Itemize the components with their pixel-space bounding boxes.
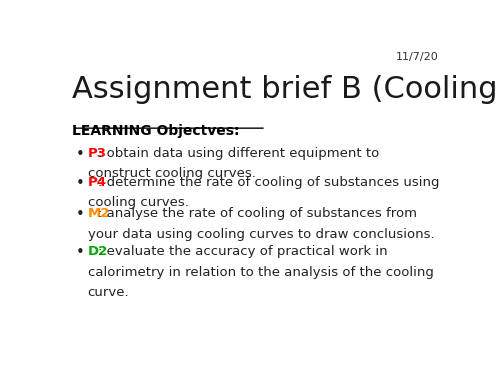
Text: curve.: curve. [88,286,130,299]
Text: : determine the rate of cooling of substances using: : determine the rate of cooling of subst… [98,176,440,189]
Text: Assignment brief B (Cooling curves): Assignment brief B (Cooling curves) [72,75,500,104]
Text: P4: P4 [88,176,106,189]
Text: •: • [76,207,85,222]
Text: M2: M2 [88,207,110,220]
Text: P3: P3 [88,147,106,160]
Text: : evaluate the accuracy of practical work in: : evaluate the accuracy of practical wor… [98,245,388,258]
Text: •: • [76,176,85,190]
Text: •: • [76,245,85,260]
Text: •: • [76,147,85,162]
Text: D2: D2 [88,245,108,258]
Text: your data using cooling curves to draw conclusions.: your data using cooling curves to draw c… [88,228,434,241]
Text: construct cooling curves.: construct cooling curves. [88,167,256,180]
Text: LEARNING Objectves:: LEARNING Objectves: [72,124,239,138]
Text: 11/7/20: 11/7/20 [396,52,438,62]
Text: calorimetry in relation to the analysis of the cooling: calorimetry in relation to the analysis … [88,266,434,279]
Text: : obtain data using different equipment to: : obtain data using different equipment … [98,147,379,160]
Text: : analyse the rate of cooling of substances from: : analyse the rate of cooling of substan… [98,207,417,220]
Text: cooling curves.: cooling curves. [88,196,188,209]
